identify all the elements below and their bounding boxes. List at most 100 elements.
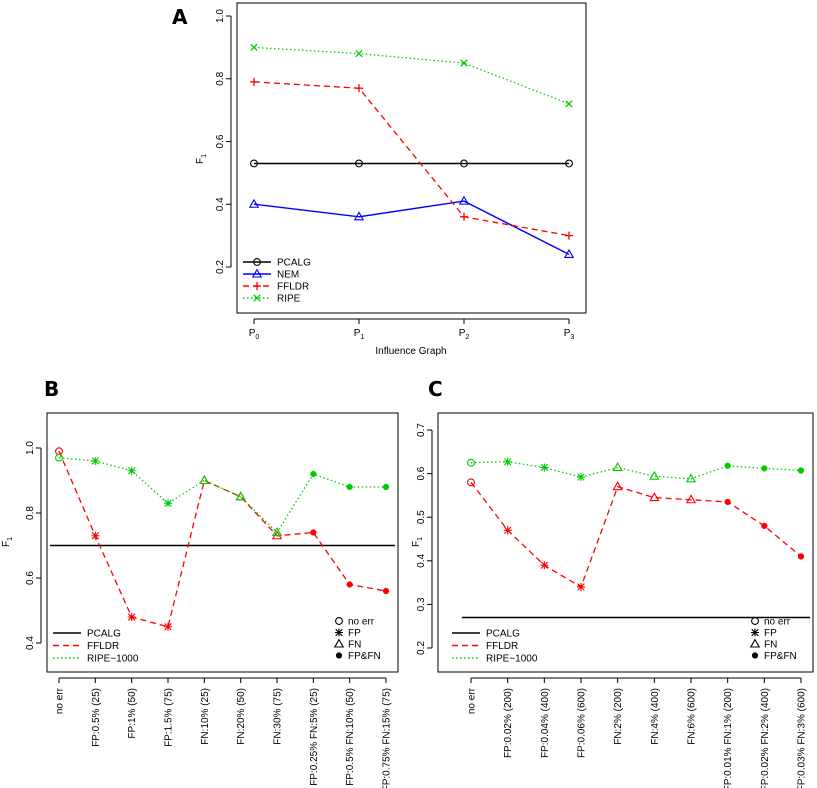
panel-c-series-ffldr-line: [470, 481, 802, 588]
panel-c-legend-label: PCALG: [486, 629, 520, 640]
panel-c-y-tick-label: 0.3: [416, 597, 427, 611]
panel-b-y-axis-label: F1: [1, 537, 14, 547]
panel-b-x-tick-label: FN:10% (25): [200, 688, 211, 745]
panel-c-series-ripe-1000-point: [467, 458, 475, 467]
panel-b-series-ffldr-point: [382, 587, 390, 595]
panel-c-series-ripe-1000-point-shape: [797, 467, 805, 474]
panel-b-marker-legend-label: FN: [348, 640, 361, 651]
panel-a-legend-marker: [253, 294, 261, 302]
panel-c-legend-label: RIPE−1000: [486, 654, 538, 665]
panel-a-series-ripe-point-shape: [355, 49, 363, 58]
panel-b-series-ffldr-point: [310, 529, 317, 536]
panel-a-legend-marker: [253, 258, 261, 266]
panel-b-x-tick-label: FP:1% (50): [127, 688, 138, 739]
panel-b-marker-legend-symbol-shape: [335, 652, 343, 659]
panel-c-series-ripe-1000-point-shape: [540, 463, 549, 472]
panel-b-series-ripe-1000-point-shape: [199, 474, 210, 485]
panel-c-series-ffldr-point-shape: [540, 561, 549, 570]
panel-a-series-pcalg-point-shape: [565, 159, 573, 168]
panel-c-series-ripe-1000-line: [470, 461, 802, 480]
panel-c-series-ffldr-point: [612, 481, 623, 491]
panel-a-series-nem-point-shape: [248, 198, 260, 208]
panel-a-x-tick-sub: 2: [465, 334, 469, 341]
panel-b-y-tick-label: 1.0: [25, 441, 36, 455]
panel-c-y-tick-label: 0.5: [416, 510, 427, 524]
panel-c-y-axis: 0.2 0.3 0.4 0.5 0.6 0.7: [416, 423, 433, 655]
panel-b-series-ripe-1000-point: [91, 457, 100, 465]
panel-c-series-ripe-1000-point-shape: [685, 473, 697, 483]
panel-a-series-pcalg-point-shape: [460, 159, 468, 168]
panel-c-series-ffldr-point-shape: [761, 522, 768, 530]
panel-a-series-ffldr-point-shape: [460, 212, 468, 221]
panel-c-marker-legend-symbol: [751, 617, 759, 625]
panel-b-series: [49, 447, 396, 631]
panel-c-series-ffldr-point: [724, 498, 731, 506]
panel-a-legend-label: NEM: [277, 270, 299, 281]
panel-c-series-ffldr-point-shape: [797, 553, 805, 560]
panel-letter-c: C: [428, 377, 443, 401]
panel-c-series-ffldr-point: [649, 492, 660, 502]
panel-c-marker-legend-label: no err: [764, 617, 791, 628]
panel-b-marker-legend-label: no err: [348, 617, 375, 628]
panel-a-series-ffldr-point: [250, 77, 258, 86]
panel-c-x-tick-label: FP:0.02% FN:2% (400): [760, 688, 771, 788]
panel-a-x-tick-label: P1: [354, 328, 365, 341]
panel-a-y-axis-label: F1: [195, 154, 208, 164]
panel-c-series-ffldr-point-shape: [577, 582, 585, 591]
panel-a-chart: 0.20.40.60.81.0 P0 P1 P2 P3 F1 Influence Gr…: [195, 2, 587, 357]
panel-a-series-nem-point: [248, 198, 260, 208]
panel-b-series-ffldr-point-shape: [127, 613, 136, 621]
panel-a-series-nem-point: [353, 211, 365, 221]
panel-letter-b: B: [44, 377, 59, 401]
panel-b-series-ffldr-point-shape: [346, 581, 353, 588]
panel-b-marker-legend-symbol: [335, 652, 343, 659]
panel-a-x-tick-label: P3: [564, 328, 575, 341]
panel-a-series-nem-point-shape: [353, 211, 365, 221]
panel-a-series-ffldr-point: [355, 84, 363, 93]
panel-a-series-pcalg-point: [250, 159, 258, 168]
panel-a-y-tick-label: 0.2: [215, 260, 226, 274]
panel-a-x-tick-base: P: [459, 328, 466, 339]
panel-c-series-ffldr-point-shape: [467, 478, 475, 487]
panel-a-series-ffldr-point-shape: [250, 77, 258, 86]
panel-c-series-ripe-1000-point: [797, 467, 805, 474]
panel-a-series-nem-point-shape: [563, 248, 575, 258]
panel-a-series-ripe-point: [250, 43, 258, 52]
panel-b-series-ripe-1000-point-shape: [127, 466, 136, 475]
panel-b-series-ripe-1000-point: [346, 483, 353, 491]
panel-a-series-ripe-point-shape: [460, 59, 468, 67]
panel-a-legend-marker-shape: [253, 282, 261, 290]
panel-c-series-ripe-1000-point-shape: [761, 465, 768, 472]
panel-c-series-ffldr-point-shape: [612, 481, 623, 491]
panel-a-series-ripe-point: [460, 59, 468, 67]
panel-c-series-ripe-1000-point-shape: [503, 457, 512, 466]
panel-b-x-axis: no err FP:0.5% (25) FP:1% (50) FP:1.5% (75)…: [55, 677, 393, 788]
panel-a-series-ffldr-point: [460, 212, 468, 221]
panel-a-legend-marker-shape: [253, 258, 261, 266]
panel-b-plot-frame: [46, 412, 399, 673]
panel-c-marker-legend-symbol: [751, 628, 759, 637]
panel-b-series-ripe-1000-point-shape: [235, 491, 246, 501]
panel-b-series-ffldr-point-shape: [382, 587, 390, 595]
panel-c-y-tick-label: 0.6: [416, 466, 427, 480]
panel-c-marker-legend-symbol-shape: [751, 628, 759, 637]
panel-c-y-tick-label: 0.4: [416, 553, 427, 567]
panel-a-y-tick-label: 0.8: [215, 71, 226, 85]
panel-a-series-ffldr-point: [565, 231, 573, 240]
panel-b-marker-legend-symbol: [333, 638, 345, 648]
panel-c-marker-legend-label: FP&FN: [764, 651, 797, 662]
panel-c-marker-legend-symbol-shape: [751, 652, 759, 659]
panel-c-series-ffldr-point-shape: [649, 492, 660, 502]
panel-a-series-ripe-point: [565, 100, 573, 108]
panel-c-series-ripe-1000-point: [724, 462, 731, 469]
panel-c-marker-legend-symbol: [751, 652, 759, 659]
panel-a-series-pcalg-point: [565, 159, 573, 168]
panel-a-series-pcalg-point: [355, 159, 363, 168]
panel-letter-a: A: [172, 5, 188, 29]
panel-b-series-ripe-1000-point: [382, 483, 390, 491]
panel-b-marker-legend-label: FP&FN: [348, 651, 381, 662]
panel-b-legend-label: RIPE−1000: [87, 654, 139, 665]
panel-a-series-nem-point-shape: [458, 195, 470, 205]
